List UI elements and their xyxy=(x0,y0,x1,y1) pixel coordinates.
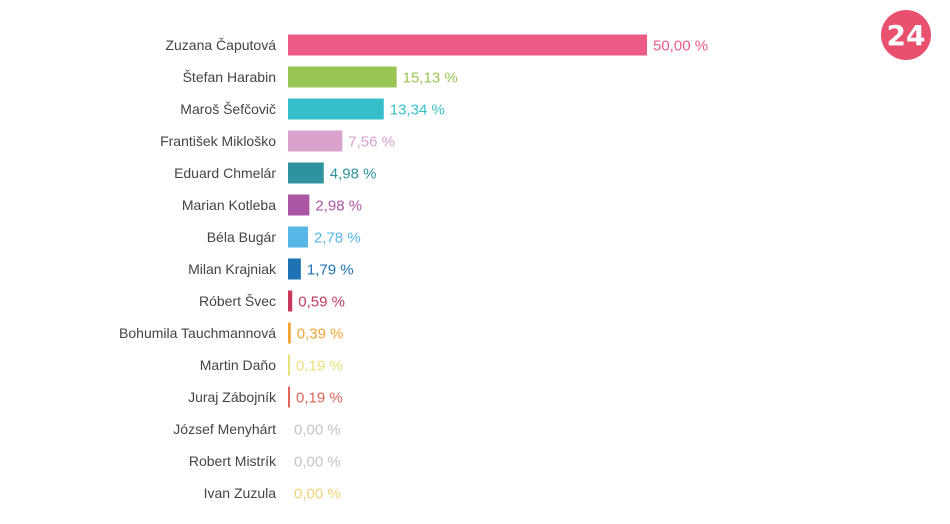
value-label: 13,34 % xyxy=(390,102,445,119)
bar xyxy=(288,322,291,344)
category-label: Štefan Harabin xyxy=(183,69,276,85)
bar xyxy=(288,290,293,312)
value-label: 0,59 % xyxy=(298,294,345,311)
category-label: József Menyhárt xyxy=(173,421,276,437)
value-label: 1,79 % xyxy=(307,262,354,279)
category-label: Juraj Zábojník xyxy=(188,389,277,405)
category-label: Ivan Zuzula xyxy=(204,485,277,501)
value-label: 0,00 % xyxy=(294,454,341,471)
category-label: Marian Kotleba xyxy=(182,197,276,213)
category-label: Zuzana Čaputová xyxy=(165,37,276,53)
logo: 24 xyxy=(881,10,931,60)
category-label: Bohumila Tauchmannová xyxy=(119,325,276,341)
bar xyxy=(288,386,290,408)
category-label: František Mikloško xyxy=(160,133,276,149)
value-label: 15,13 % xyxy=(403,70,458,87)
value-label: 4,98 % xyxy=(330,166,377,183)
value-label: 0,39 % xyxy=(297,326,344,343)
logo-text: 24 xyxy=(887,19,926,52)
bar xyxy=(288,354,290,376)
bar xyxy=(288,34,647,56)
value-label: 0,19 % xyxy=(296,358,343,375)
category-label: Béla Bugár xyxy=(207,229,277,245)
value-label: 2,98 % xyxy=(315,198,362,215)
value-label: 7,56 % xyxy=(348,134,395,151)
category-label: Eduard Chmelár xyxy=(174,165,276,181)
bar xyxy=(288,226,308,248)
category-label: Róbert Švec xyxy=(199,293,276,309)
bar xyxy=(288,162,324,184)
bar xyxy=(288,258,301,280)
bar xyxy=(288,98,384,120)
category-label: Martin Daňo xyxy=(200,357,276,373)
bar xyxy=(288,130,343,152)
bar xyxy=(288,66,397,88)
value-label: 0,19 % xyxy=(296,390,343,407)
value-label: 2,78 % xyxy=(314,230,361,247)
category-label: Maroš Šefčovič xyxy=(180,101,276,117)
bars-group: Zuzana Čaputová 50,00 % Štefan Harabin 15,1… xyxy=(119,34,708,503)
bar xyxy=(288,194,310,216)
value-label: 0,00 % xyxy=(294,422,341,439)
value-label: 50,00 % xyxy=(653,38,708,55)
value-label: 0,00 % xyxy=(294,486,341,503)
logo-badge-icon xyxy=(881,10,931,60)
category-label: Milan Krajniak xyxy=(188,261,277,277)
category-label: Robert Mistrík xyxy=(189,453,277,469)
